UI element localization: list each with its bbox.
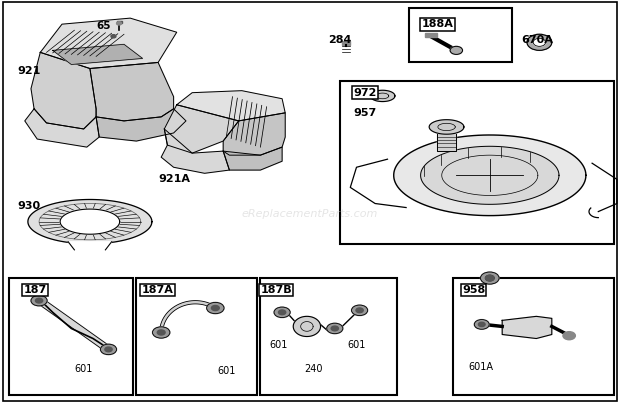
Text: 601A: 601A	[468, 362, 493, 372]
Text: 65: 65	[96, 21, 110, 31]
Circle shape	[31, 295, 47, 306]
Bar	[260, 278, 397, 395]
Polygon shape	[223, 113, 285, 155]
Circle shape	[111, 35, 116, 38]
Polygon shape	[60, 209, 120, 234]
Text: 921A: 921A	[158, 174, 190, 184]
Circle shape	[533, 38, 546, 46]
Circle shape	[327, 323, 343, 334]
Circle shape	[563, 332, 575, 340]
Polygon shape	[370, 90, 395, 102]
Circle shape	[480, 272, 499, 284]
Polygon shape	[502, 316, 552, 339]
Bar	[117, 21, 122, 23]
Polygon shape	[40, 18, 177, 69]
Text: 972: 972	[353, 88, 377, 98]
Circle shape	[105, 347, 112, 352]
Bar	[409, 8, 512, 62]
Polygon shape	[429, 120, 464, 134]
Circle shape	[331, 326, 339, 331]
Text: 670A: 670A	[521, 35, 552, 45]
Circle shape	[450, 46, 463, 54]
Polygon shape	[420, 146, 559, 204]
Polygon shape	[90, 62, 174, 121]
Circle shape	[479, 322, 485, 326]
Polygon shape	[53, 44, 143, 64]
Circle shape	[485, 275, 494, 281]
Polygon shape	[177, 91, 285, 121]
Polygon shape	[161, 129, 229, 173]
Polygon shape	[223, 147, 282, 170]
Polygon shape	[68, 242, 112, 250]
Circle shape	[117, 22, 122, 25]
Circle shape	[527, 34, 552, 50]
Bar	[136, 278, 257, 395]
Circle shape	[352, 305, 368, 316]
Text: 284: 284	[329, 35, 352, 45]
Circle shape	[211, 305, 219, 311]
Polygon shape	[96, 109, 186, 141]
Polygon shape	[36, 299, 112, 351]
Circle shape	[100, 344, 117, 355]
Circle shape	[153, 327, 170, 338]
Text: 601: 601	[347, 340, 366, 349]
Bar	[9, 278, 133, 395]
Polygon shape	[437, 134, 456, 151]
Circle shape	[485, 275, 494, 281]
Circle shape	[157, 330, 165, 335]
Circle shape	[206, 302, 224, 314]
Text: 921: 921	[17, 66, 41, 75]
Text: 930: 930	[17, 201, 40, 210]
Text: 188A: 188A	[422, 19, 453, 29]
Text: 601: 601	[217, 366, 236, 376]
Bar	[340, 81, 614, 244]
Polygon shape	[394, 135, 586, 216]
Text: 601: 601	[270, 340, 288, 349]
Text: 240: 240	[304, 364, 322, 374]
Text: 187B: 187B	[260, 285, 292, 295]
Text: 187A: 187A	[141, 285, 173, 295]
Circle shape	[278, 310, 286, 315]
Circle shape	[274, 307, 290, 318]
Text: 601: 601	[74, 364, 93, 374]
Bar	[453, 278, 614, 395]
Text: eReplacementParts.com: eReplacementParts.com	[242, 209, 378, 218]
Text: 187: 187	[24, 285, 47, 295]
Circle shape	[356, 308, 363, 313]
Text: 958: 958	[462, 285, 485, 295]
Bar	[425, 33, 437, 37]
Polygon shape	[28, 199, 152, 244]
Polygon shape	[293, 316, 321, 337]
Bar	[342, 41, 350, 45]
Polygon shape	[31, 52, 96, 129]
Polygon shape	[25, 109, 99, 147]
Text: 957: 957	[353, 108, 376, 118]
Circle shape	[35, 298, 43, 303]
Circle shape	[474, 320, 489, 329]
Polygon shape	[164, 105, 239, 153]
